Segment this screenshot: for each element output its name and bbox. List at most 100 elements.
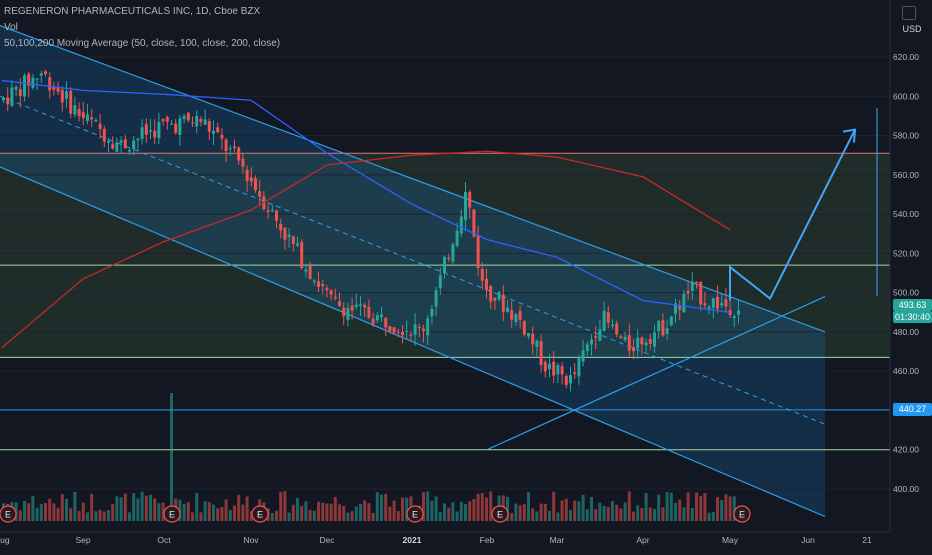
candle-body	[220, 135, 224, 139]
candle-body	[703, 303, 707, 306]
volume-bar	[52, 503, 56, 521]
candle-body	[661, 320, 665, 336]
candle-body	[581, 350, 585, 362]
volume-bar	[653, 508, 656, 521]
candle-body	[485, 278, 488, 290]
candle-body	[56, 86, 60, 92]
candle-body	[14, 86, 18, 90]
volume-bar	[732, 496, 736, 521]
earnings-marker: E	[406, 505, 424, 523]
candle-body	[665, 328, 669, 334]
currency-label[interactable]: USD	[902, 24, 922, 34]
candle-body	[359, 303, 362, 306]
volume-bar	[430, 500, 434, 521]
candle-body	[648, 338, 652, 344]
candle-body	[228, 148, 232, 150]
volume-bar	[186, 502, 190, 521]
candle-body	[60, 89, 64, 103]
volume-label[interactable]: Vol	[4, 22, 18, 33]
volume-bar	[640, 508, 644, 521]
volume-bar	[161, 502, 165, 521]
earnings-marker: E	[163, 505, 181, 523]
volume-bar	[140, 491, 144, 521]
moving-average-label[interactable]: 50,100,200 Moving Average (50, close, 10…	[4, 38, 281, 49]
volume-bar	[531, 508, 535, 521]
volume-bar	[56, 507, 60, 521]
volume-bar	[619, 508, 623, 521]
earnings-marker-circle	[406, 505, 424, 523]
candle-body	[611, 324, 614, 326]
volume-bar	[35, 507, 39, 521]
candle-body	[384, 317, 388, 328]
volume-bar	[510, 512, 514, 521]
settings-icon[interactable]	[902, 6, 916, 20]
time-tick-label: Apr	[636, 535, 649, 545]
volume-bar	[354, 506, 358, 521]
candle-body	[123, 139, 127, 149]
volume-bar	[296, 498, 299, 521]
volume-bar	[480, 493, 484, 521]
time-axis-panel	[0, 532, 932, 550]
volume-bar	[594, 509, 598, 521]
time-tick-label: Jun	[801, 535, 815, 545]
candle-body	[48, 77, 52, 91]
candle-body	[81, 112, 85, 119]
last-price-tag: 493.63	[893, 299, 932, 311]
volume-bar	[300, 505, 304, 521]
candle-body	[350, 305, 354, 311]
candle-body	[354, 304, 358, 307]
volume-bar	[573, 500, 577, 521]
candle-body	[44, 71, 47, 75]
candle-body	[560, 366, 564, 375]
candle-body	[699, 281, 703, 305]
candle-body	[728, 309, 732, 316]
volume-bar	[31, 495, 35, 521]
arrowhead	[842, 128, 857, 143]
symbol-title[interactable]: REGENERON PHARMACEUTICALS INC, 1D, Cboe …	[4, 6, 261, 17]
candle-body	[506, 307, 509, 312]
candle-body	[144, 124, 148, 135]
earnings-marker-label: E	[412, 510, 418, 520]
volume-bar	[228, 510, 232, 521]
candle-body	[10, 87, 14, 106]
candle-body	[98, 123, 102, 129]
price-tick-label: 560.00	[893, 170, 919, 180]
candle-body	[493, 297, 497, 301]
candle-body	[413, 324, 417, 336]
volume-bar	[388, 506, 392, 521]
candle-body	[161, 119, 165, 122]
candle-body	[577, 358, 581, 377]
candle-body	[279, 224, 283, 231]
candle-body	[69, 90, 73, 114]
candle-body	[2, 97, 5, 101]
time-tick-label: 2021	[403, 535, 422, 545]
volume-bar	[98, 509, 102, 521]
volume-bar	[707, 512, 711, 521]
candle-body	[510, 310, 514, 320]
resistance-zone	[0, 153, 890, 266]
candle-body	[237, 147, 241, 161]
volume-bar	[153, 498, 157, 521]
candle-body	[724, 299, 728, 307]
volume-bar	[270, 512, 274, 521]
earnings-marker-circle	[0, 505, 17, 523]
earnings-marker-label: E	[497, 510, 503, 520]
volume-bar	[333, 496, 337, 521]
candle-body	[107, 141, 110, 143]
candle-body	[249, 177, 253, 182]
earnings-marker-label: E	[257, 510, 263, 520]
volume-bar	[669, 492, 673, 521]
candle-body	[39, 73, 43, 76]
volume-bar	[178, 499, 182, 521]
candle-body	[224, 139, 228, 152]
volume-bar	[241, 504, 245, 521]
candle-body	[157, 122, 161, 139]
volume-bar	[321, 502, 325, 521]
volume-bar	[342, 505, 346, 521]
candle-body	[539, 341, 543, 366]
candle-body	[695, 281, 698, 284]
candle-body	[77, 109, 81, 117]
